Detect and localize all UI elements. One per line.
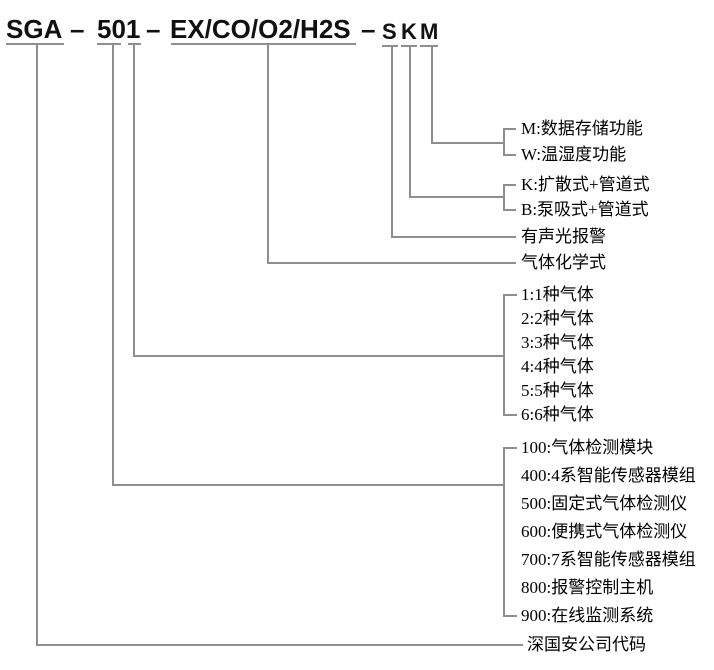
label-series-900: 900:在线监测系统 (521, 606, 654, 625)
underline-gas-list (171, 43, 356, 45)
label-alarm: 有声光报警 (521, 227, 606, 246)
bracket-sampling (503, 184, 505, 211)
label-gas-count-3: 3:3种气体 (521, 333, 594, 352)
label-gas-formula: 气体化学式 (521, 253, 606, 272)
code-separator: – (146, 14, 161, 44)
code-segment-option-s: S (382, 19, 397, 44)
bracket-storage (503, 128, 505, 156)
label-gas-count-6: 6:6种气体 (521, 405, 594, 424)
underline-option-m (420, 45, 438, 47)
label-series-700: 700:7系智能传感器模组 (521, 550, 696, 569)
connector-series-horizontal (112, 484, 503, 486)
label-company-code: 深国安公司代码 (527, 635, 646, 654)
underline-series-prefix (97, 43, 121, 45)
connector-storage-vertical (431, 45, 433, 144)
label-gas-count-4: 4:4种气体 (521, 357, 594, 376)
bracket-gas-count-tick-top (503, 294, 517, 296)
code-segment-series: 501 (97, 14, 141, 44)
label-sampling-option-k: K:扩散式+管道式 (521, 175, 650, 194)
underline-option-s (382, 45, 398, 47)
bracket-storage-tick-bottom (503, 154, 516, 156)
label-series-500: 500:固定式气体检测仪 (521, 494, 688, 513)
connector-company-vertical (36, 43, 38, 646)
connector-series-vertical (112, 43, 114, 486)
label-storage-option-w: W:温湿度功能 (521, 145, 627, 164)
label-storage-option-m: M:数据存储功能 (521, 119, 643, 138)
code-segment-option-k: K (401, 19, 417, 44)
bracket-gas-count (503, 294, 505, 416)
underline-company (6, 43, 64, 45)
bracket-product-series-tick-bottom (503, 615, 517, 617)
connector-alarm-horizontal (391, 236, 516, 238)
bracket-sampling-tick-bottom (503, 209, 516, 211)
connector-storage-horizontal (431, 142, 503, 144)
label-series-100: 100:气体检测模块 (521, 438, 654, 457)
code-separator: – (361, 14, 376, 44)
bracket-product-series-tick-top (503, 447, 517, 449)
code-segment-option-m: M (420, 19, 439, 44)
label-series-800: 800:报警控制主机 (521, 578, 654, 597)
bracket-gas-count-tick-bottom (503, 414, 517, 416)
label-gas-count-1: 1:1种气体 (521, 285, 594, 304)
connector-gas-list-vertical (267, 43, 269, 264)
label-gas-count-2: 2:2种气体 (521, 309, 594, 328)
bracket-product-series (503, 447, 505, 617)
connector-gas-count-vertical (133, 43, 135, 357)
connector-gas-count-horizontal (133, 355, 503, 357)
code-segment-company: SGA (6, 14, 63, 44)
label-series-400: 400:4系智能传感器模组 (521, 466, 696, 485)
label-gas-count-5: 5:5种气体 (521, 381, 594, 400)
bracket-sampling-tick-top (503, 184, 516, 186)
label-sampling-option-b: B:泵吸式+管道式 (521, 200, 649, 219)
connector-gas-list-horizontal (267, 262, 516, 264)
label-series-600: 600:便携式气体检测仪 (521, 522, 688, 541)
code-separator: – (70, 14, 85, 44)
connector-alarm-vertical (391, 45, 393, 238)
connector-sampling-horizontal (409, 196, 503, 198)
connector-company-horizontal (36, 644, 523, 646)
connector-sampling-vertical (409, 45, 411, 198)
code-segment-gas-list: EX/CO/O2/H2S (170, 14, 351, 44)
bracket-storage-tick-top (503, 128, 516, 130)
